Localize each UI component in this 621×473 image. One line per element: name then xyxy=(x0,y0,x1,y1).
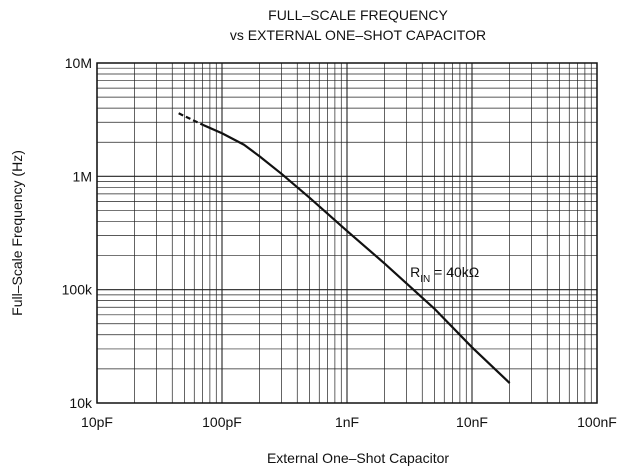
plot-frame xyxy=(96,62,598,404)
chart-title-line-2: vs EXTERNAL ONE–SHOT CAPACITOR xyxy=(230,27,486,43)
x-tick-label: 100pF xyxy=(202,414,242,430)
chart-title-line-1: FULL–SCALE FREQUENCY xyxy=(268,7,448,23)
annotation-rest: = 40kΩ xyxy=(430,264,479,280)
y-axis-label: Full–Scale Frequency (Hz) xyxy=(9,150,25,316)
x-axis-label: External One–Shot Capacitor xyxy=(267,450,449,466)
x-tick-labels: 10pF 100pF 1nF 10nF 100nF xyxy=(81,414,617,430)
x-tick-label: 10pF xyxy=(81,414,113,430)
series-layer xyxy=(178,112,511,384)
x-tick-label: 1nF xyxy=(335,414,359,430)
series-line xyxy=(202,123,511,384)
chart-grid xyxy=(96,63,597,404)
y-tick-label: 1M xyxy=(73,168,92,184)
x-tick-label: 10nF xyxy=(456,414,488,430)
y-tick-label: 100k xyxy=(62,282,93,298)
y-tick-label: 10M xyxy=(65,55,92,71)
y-tick-labels: 10k 100k 1M 10M xyxy=(62,55,93,411)
x-tick-label: 100nF xyxy=(577,414,617,430)
annotation-main: R xyxy=(410,264,420,280)
annotation-rin: RIN = 40kΩ xyxy=(410,264,479,285)
series-line-dashed xyxy=(178,112,204,126)
y-tick-label: 10k xyxy=(69,395,93,411)
annotation-sub: IN xyxy=(420,274,430,285)
